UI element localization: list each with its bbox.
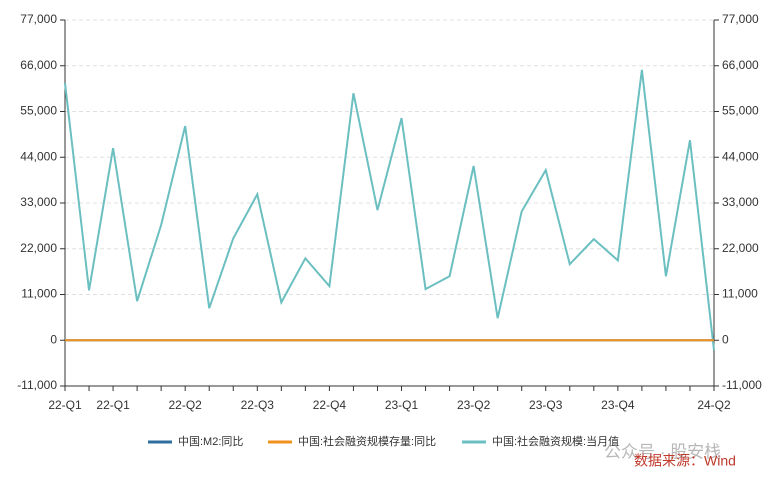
x-tick-label: 22-Q3 — [241, 398, 275, 412]
y-tick-label: 44,000 — [20, 149, 57, 163]
y-tick-label: 0 — [50, 332, 57, 346]
series-line — [64, 69, 715, 351]
x-tick-label: 23-Q1 — [385, 398, 419, 412]
x-tick-label: 22-Q1 — [96, 398, 130, 412]
source-note: 数据来源：Wind — [634, 453, 736, 469]
y-tick-label: 11,000 — [21, 287, 57, 301]
y-tick-label: 55,000 — [20, 104, 57, 118]
y2-tick-label: 66,000 — [722, 58, 759, 72]
y-tick-label: -11,000 — [17, 378, 57, 392]
legend-label: 中国:M2:同比 — [178, 435, 243, 448]
x-tick-label: 23-Q4 — [601, 398, 635, 412]
y-tick-label: 33,000 — [20, 195, 57, 209]
y2-tick-label: -11,000 — [722, 378, 762, 392]
y2-tick-label: 44,000 — [722, 149, 759, 163]
y2-tick-label: 55,000 — [722, 104, 759, 118]
legend-label: 中国:社会融资规模:当月值 — [492, 434, 619, 448]
y-tick-label: 22,000 — [20, 241, 57, 255]
y-tick-label: 66,000 — [20, 58, 57, 72]
y2-tick-label: 33,000 — [722, 195, 759, 209]
x-tick-label: 23-Q3 — [529, 398, 563, 412]
y-tick-label: 77,000 — [20, 12, 57, 26]
watermark: 公众号 · 股安栈 — [604, 442, 721, 461]
y2-tick-label: 11,000 — [722, 287, 758, 301]
x-tick-label: 24-Q2 — [697, 398, 731, 412]
x-tick-label: 23-Q2 — [457, 398, 491, 412]
y2-tick-label: 77,000 — [722, 12, 759, 26]
y2-tick-label: 0 — [722, 332, 729, 346]
legend-label: 中国:社会融资规模存量:同比 — [298, 434, 436, 448]
y2-tick-label: 22,000 — [722, 241, 759, 255]
x-tick-label: 22-Q4 — [313, 398, 347, 412]
x-tick-label: 22-Q1 — [48, 398, 82, 412]
x-tick-label: 22-Q2 — [169, 398, 203, 412]
